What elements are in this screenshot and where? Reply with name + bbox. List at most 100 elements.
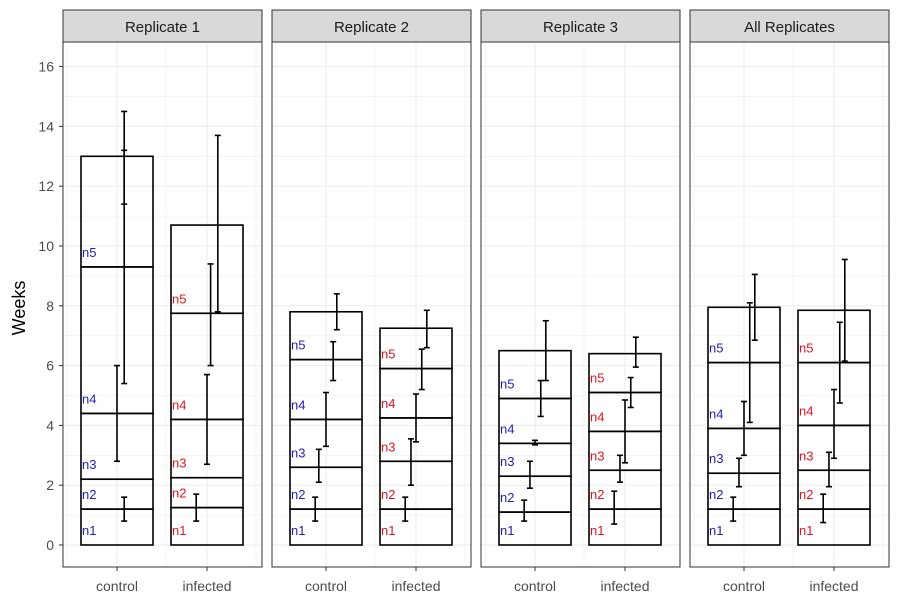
error-bar [820,493,827,524]
error-bar [323,391,329,448]
segment-label: n5 [172,291,186,306]
segment-label: n1 [82,523,96,538]
error-bar [836,321,843,404]
segment-label: n3 [291,445,305,460]
error-bar [413,393,419,443]
segment-label: n3 [82,457,96,472]
segment-label: n4 [500,421,514,436]
segment-label: n4 [82,391,96,406]
y-tick-label: 12 [38,178,54,194]
panel-border [271,41,472,568]
facet-panels: Replicate 1 n1 n2 n3 n4 n5 n1 n2 n3 n4 n5 control in… [62,9,890,594]
segment-label: n5 [590,371,604,386]
facet-panel: Replicate 3 n1 n2 n3 n4 n5 n1 n2 n3 n4 n5 control in… [480,9,681,594]
x-tick-label: infected [600,578,649,594]
segment-label: n3 [590,448,604,463]
error-bar [121,496,128,522]
segment-label: n2 [82,487,96,502]
segment-label: n2 [500,490,514,505]
error-bar [204,373,210,466]
segment-label: n4 [799,403,813,418]
segment-label: n5 [500,376,514,391]
bar-infected: n1 n2 n3 n4 n5 [797,258,871,546]
segment-label: n4 [381,396,395,411]
segment-label: n1 [381,523,395,538]
error-bar [616,454,623,484]
bar-infected: n1 n2 n3 n4 n5 [588,336,662,546]
x-tick-label: infected [809,578,858,594]
x-tick-label: control [723,578,765,594]
facet-strip [689,9,890,43]
error-bar [121,110,128,205]
segment-label: n4 [590,409,604,424]
facet-panel: All Replicates n1 n2 n3 n4 n5 n1 n2 n3 n4 n5 contro… [689,9,890,594]
error-bar [312,496,319,522]
bar-infected: n1 n2 n3 n4 n5 [379,309,453,546]
bar-segment [498,349,572,400]
error-bar [611,490,618,525]
bar-segment [588,352,662,394]
bar-infected: n1 n2 n3 n4 n5 [170,134,244,546]
x-tick-label: infected [182,578,231,594]
panel-border [689,41,890,568]
error-bar [207,263,214,367]
error-bar [418,348,425,391]
error-bar [622,399,628,464]
segment-label: n2 [799,487,813,502]
bar-segment [170,224,244,315]
segment-label: n3 [381,439,395,454]
panel-grid [481,42,680,567]
segment-label: n1 [291,523,305,538]
facet-strip [271,9,472,43]
facet-strip [62,9,263,43]
error-bar [751,273,758,341]
error-bar [746,302,753,424]
facet-title: Replicate 3 [543,19,618,36]
x-tick-label: control [96,578,138,594]
error-bar [402,496,409,522]
segment-label: n1 [172,523,186,538]
segment-label: n3 [709,451,723,466]
error-bar [741,400,747,457]
error-bar [627,376,634,409]
y-tick-label: 14 [38,118,54,134]
segment-label: n3 [500,454,514,469]
error-bar [526,460,533,489]
error-bar [825,451,832,488]
error-bar [333,293,340,331]
segment-label: n1 [709,523,723,538]
bar-segment [379,327,453,370]
segment-label: n2 [381,487,395,502]
facet-title: All Replicates [744,19,835,36]
y-axis: 0 2 4 6 8 10 12 14 16 [38,59,63,553]
bar-segment [797,309,871,364]
error-bar [730,496,737,522]
bar-control: n1 n2 n3 n4 n5 [498,319,572,546]
y-tick-label: 6 [46,358,54,374]
bar-control: n1 n2 n3 n4 n5 [707,273,781,546]
error-bar [407,438,414,487]
panel-border [62,41,263,568]
segment-label: n2 [291,487,305,502]
y-tick-label: 4 [46,417,54,433]
segment-label: n5 [709,341,723,356]
bar-segment [80,155,154,268]
segment-label: n1 [799,523,813,538]
facet-title: Replicate 1 [125,19,200,36]
segment-label: n5 [82,245,96,260]
error-bar [735,457,742,488]
error-bar [193,493,200,522]
segment-label: n5 [381,347,395,362]
x-tick-label: infected [391,578,440,594]
y-tick-label: 16 [38,59,54,75]
error-bar [532,439,538,446]
segment-label: n5 [291,338,305,353]
y-tick-label: 2 [46,477,54,493]
facet-title: Replicate 2 [334,19,409,36]
segment-label: n4 [291,397,305,412]
error-bar [330,340,337,382]
error-bar [831,388,837,460]
y-tick-label: 0 [46,537,54,553]
segment-label: n5 [799,341,813,356]
bar-control: n1 n2 n3 n4 n5 [80,110,154,546]
